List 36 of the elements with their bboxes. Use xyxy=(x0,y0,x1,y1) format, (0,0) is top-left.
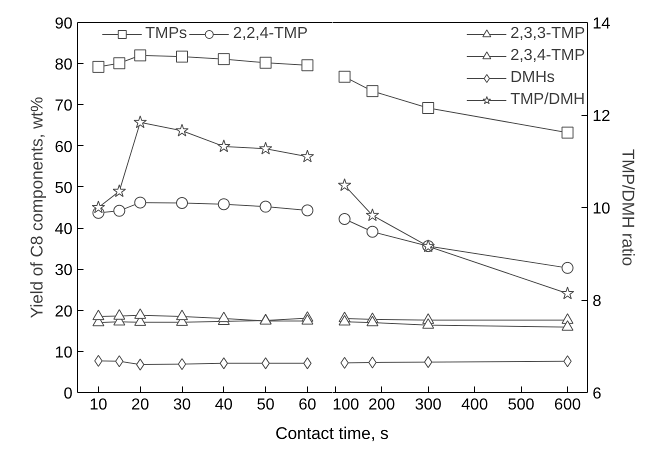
x-axis-title: Contact time, s xyxy=(275,423,389,445)
y2-tick-label: 6 xyxy=(592,386,602,402)
x-tick-label: 600 xyxy=(554,396,581,414)
y-tick-label: 90 xyxy=(54,16,73,32)
x-tick-label: 20 xyxy=(131,396,150,414)
x-tick-label: 60 xyxy=(298,396,316,414)
x-tick-label: 10 xyxy=(90,396,108,414)
x-tick-label: 50 xyxy=(256,396,275,414)
y-tick-label: 10 xyxy=(54,344,73,362)
y2-axis-title: TMP/DMH ratio xyxy=(618,148,638,266)
x-tick-label: 300 xyxy=(414,396,442,414)
y-tick-label: 0 xyxy=(64,386,73,402)
x-tick-label: 30 xyxy=(173,396,192,414)
y-tick-label: 60 xyxy=(54,138,73,156)
y-tick-label: 70 xyxy=(54,98,73,115)
y-tick-label: 50 xyxy=(54,180,73,197)
legend-label: 2,3,4-TMP xyxy=(510,47,585,65)
y2-tick-label: 14 xyxy=(592,16,610,32)
legend-label: TMPs xyxy=(145,25,188,43)
y-tick-label: 20 xyxy=(54,303,73,320)
y2-tick-label: 12 xyxy=(592,108,610,125)
legend-label: 2,2,4-TMP xyxy=(233,25,308,43)
legend-label: TMP/DMH xyxy=(510,91,585,109)
x-tick-label: 100 xyxy=(332,396,360,414)
x-tick-label: 500 xyxy=(508,396,535,414)
x-tick-label: 40 xyxy=(214,396,233,414)
y2-tick-label: 8 xyxy=(592,293,602,310)
legend-label: DMHs xyxy=(510,69,555,87)
y-tick-label: 30 xyxy=(54,262,73,280)
y2-tick-label: 10 xyxy=(592,200,610,218)
y-tick-label: 40 xyxy=(54,221,73,238)
x-tick-label: 400 xyxy=(461,396,488,414)
y-tick-label: 80 xyxy=(54,56,73,74)
y-axis-title: Yield of C8 components, wt% xyxy=(28,96,47,318)
legend-label: 2,3,3-TMP xyxy=(510,25,585,43)
x-tick-label: 200 xyxy=(368,396,396,414)
